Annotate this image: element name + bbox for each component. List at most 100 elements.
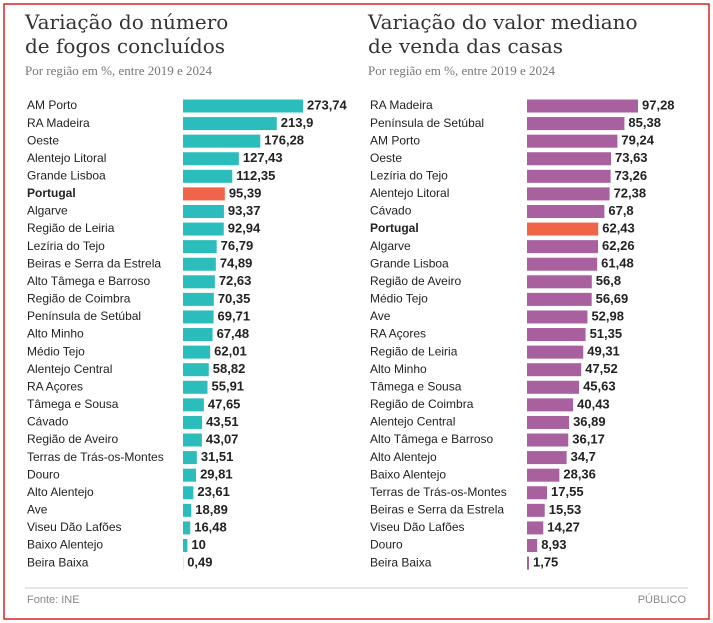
bar: [183, 99, 303, 113]
bar: [527, 345, 584, 359]
bar: [527, 521, 544, 535]
bar: [183, 486, 194, 500]
value-label: 16,48: [194, 519, 227, 534]
chart-title: Variação do número: [24, 10, 228, 34]
bar: [183, 415, 203, 429]
publisher: PÚBLICO: [638, 593, 687, 606]
value-label: 49,31: [587, 344, 620, 359]
category-label: AM Porto: [370, 133, 420, 147]
frame: [3, 3, 710, 620]
value-label: 51,35: [590, 326, 623, 341]
bar: [527, 204, 605, 218]
bar: [527, 292, 592, 306]
value-label: 62,01: [214, 344, 247, 359]
category-label: Beiras e Serra da Estrela: [27, 256, 161, 270]
bar: [183, 328, 213, 342]
value-label: 127,43: [243, 150, 283, 165]
bar: [183, 310, 214, 324]
category-label: Alto Tâmega e Barroso: [370, 432, 494, 446]
bar: [183, 187, 225, 201]
bar: [527, 451, 567, 465]
category-label: Alto Minho: [370, 362, 427, 376]
category-label: Ave: [370, 309, 391, 323]
value-label: 85,38: [628, 115, 661, 130]
bar: [183, 380, 208, 394]
value-label: 28,36: [563, 467, 596, 482]
category-label: Alto Alentejo: [370, 450, 437, 464]
category-label: Terras de Trás-os-Montes: [370, 485, 507, 499]
chart-title: de fogos concluídos: [25, 34, 225, 58]
value-label: 52,98: [591, 308, 624, 323]
value-label: 55,91: [212, 379, 245, 394]
bar: [527, 99, 638, 113]
category-label: Portugal: [370, 221, 419, 235]
value-label: 97,28: [642, 97, 675, 112]
category-label: Península de Setúbal: [27, 309, 141, 323]
value-label: 34,7: [571, 449, 596, 464]
bar: [527, 328, 586, 342]
value-label: 76,79: [221, 238, 254, 253]
bar: [183, 257, 216, 271]
bar: [527, 398, 574, 412]
category-label: Região de Coimbra: [370, 397, 474, 411]
value-label: 14,27: [547, 519, 580, 534]
bar: [183, 117, 277, 131]
bar: [527, 433, 569, 447]
bar: [527, 117, 625, 131]
value-label: 61,48: [601, 256, 634, 271]
value-label: 0,49: [187, 555, 212, 570]
value-label: 47,65: [208, 396, 241, 411]
value-label: 95,39: [229, 185, 262, 200]
value-label: 8,93: [541, 537, 566, 552]
category-label: Cávado: [27, 415, 69, 429]
bar: [183, 398, 204, 412]
value-label: 92,94: [228, 220, 261, 235]
category-label: Alto Minho: [27, 327, 84, 341]
category-label: Baixo Alentejo: [370, 467, 446, 481]
bar: [183, 468, 197, 482]
category-label: Região de Leiria: [370, 344, 458, 358]
bar: [183, 169, 233, 183]
value-label: 74,89: [220, 256, 253, 271]
bar: [527, 486, 548, 500]
value-label: 47,52: [585, 361, 618, 376]
value-label: 56,8: [596, 273, 621, 288]
category-label: Grande Lisboa: [370, 256, 449, 270]
category-label: Terras de Trás-os-Montes: [27, 450, 164, 464]
value-label: 43,07: [206, 431, 239, 446]
bar: [183, 503, 192, 517]
bar: [183, 275, 215, 289]
value-label: 73,26: [615, 168, 648, 183]
bar: [527, 134, 618, 148]
bar: [183, 433, 202, 447]
category-label: RA Açores: [27, 379, 83, 393]
value-label: 93,37: [228, 203, 261, 218]
value-label: 29,81: [200, 467, 233, 482]
bar: [183, 204, 224, 218]
category-label: Tâmega e Sousa: [370, 379, 462, 393]
category-label: RA Madeira: [370, 98, 433, 112]
value-label: 176,28: [264, 133, 304, 148]
bar: [183, 292, 214, 306]
category-label: Douro: [27, 467, 60, 481]
bar: [527, 539, 538, 552]
category-label: AM Porto: [27, 98, 77, 112]
value-label: 10: [191, 537, 205, 552]
category-label: Beira Baixa: [370, 555, 432, 569]
bar: [527, 275, 592, 289]
value-label: 67,48: [217, 326, 250, 341]
value-label: 62,43: [602, 220, 635, 235]
bar: [183, 539, 188, 552]
value-label: 62,26: [602, 238, 635, 253]
value-label: 273,74: [307, 97, 348, 112]
bar: [527, 240, 599, 254]
category-label: RA Açores: [370, 327, 426, 341]
category-label: Lezíria do Tejo: [370, 168, 448, 182]
bar: [183, 222, 224, 236]
category-label: Região de Leiria: [27, 221, 115, 235]
chart-title: Variação do valor mediano: [367, 10, 638, 34]
value-label: 17,55: [551, 484, 584, 499]
bar: [527, 187, 610, 201]
chart-subtitle: Por região em %, entre 2019 e 2024: [368, 63, 556, 78]
